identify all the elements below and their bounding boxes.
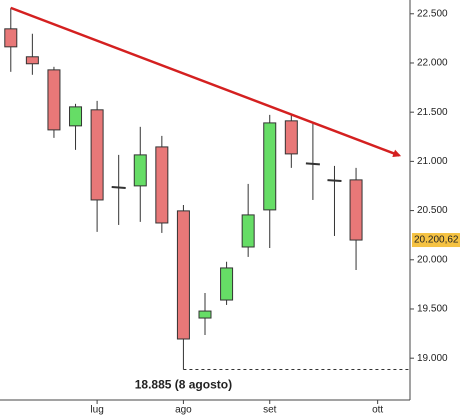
candle-body xyxy=(349,179,363,241)
annotation-text: 18.885 (8 agosto) xyxy=(135,378,232,392)
candle-body xyxy=(47,69,61,131)
candle-body xyxy=(176,210,190,340)
y-tick-label: 20.500 xyxy=(417,205,448,216)
doji xyxy=(327,179,342,183)
last-price-label: 20.200,62 xyxy=(414,235,459,246)
candle-body xyxy=(133,154,147,187)
candle-body xyxy=(90,109,104,201)
y-tick-label: 20.000 xyxy=(417,254,448,265)
y-tick-label: 19.000 xyxy=(417,353,448,364)
candle-body xyxy=(198,310,212,319)
x-tick-label: set xyxy=(263,405,277,416)
y-tick-label: 22.000 xyxy=(417,58,448,69)
doji xyxy=(111,185,126,189)
candle-body xyxy=(284,120,298,155)
y-tick-label: 21.500 xyxy=(417,107,448,118)
candle-body xyxy=(263,122,277,211)
y-tick-label: 21.000 xyxy=(417,156,448,167)
candle-body xyxy=(25,56,39,65)
candle-body xyxy=(69,106,83,127)
x-tick-label: ott xyxy=(372,405,383,416)
y-tick-label: 19.500 xyxy=(417,304,448,315)
candle-body xyxy=(241,214,255,248)
candle-body xyxy=(220,267,234,301)
y-tick-label: 22.500 xyxy=(417,8,448,19)
candle-body xyxy=(4,28,18,48)
doji xyxy=(305,162,320,166)
trend-line xyxy=(10,6,402,158)
x-tick-label: lug xyxy=(90,405,103,416)
candle-body xyxy=(155,146,169,224)
last-price-tag xyxy=(412,233,460,248)
x-tick-label: ago xyxy=(175,405,192,416)
